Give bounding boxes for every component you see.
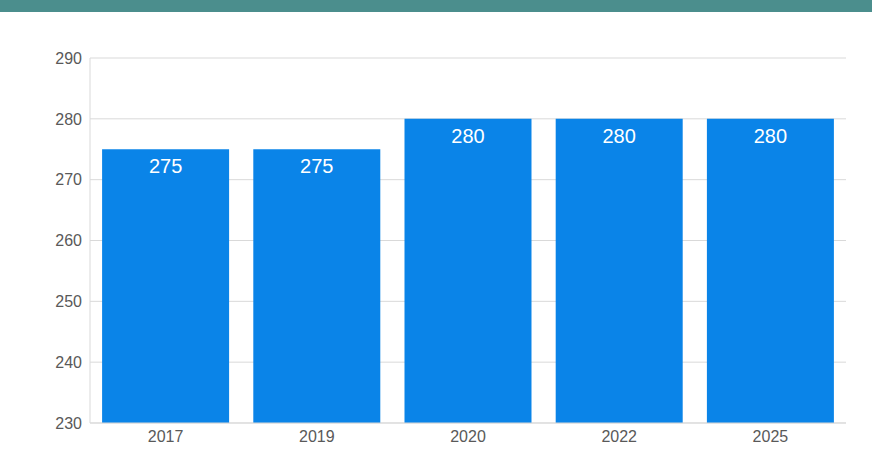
svg-text:270: 270 xyxy=(55,171,82,188)
svg-text:240: 240 xyxy=(55,354,82,371)
svg-text:275: 275 xyxy=(300,155,333,177)
svg-text:2022: 2022 xyxy=(601,428,637,445)
svg-text:2025: 2025 xyxy=(753,428,789,445)
svg-text:2019: 2019 xyxy=(299,428,335,445)
svg-text:250: 250 xyxy=(55,293,82,310)
svg-text:280: 280 xyxy=(603,125,636,147)
svg-text:280: 280 xyxy=(451,125,484,147)
svg-text:2020: 2020 xyxy=(450,428,486,445)
svg-text:230: 230 xyxy=(55,415,82,432)
svg-text:2017: 2017 xyxy=(148,428,184,445)
svg-text:280: 280 xyxy=(754,125,787,147)
svg-text:290: 290 xyxy=(55,50,82,67)
svg-text:260: 260 xyxy=(55,232,82,249)
svg-text:280: 280 xyxy=(55,111,82,128)
svg-text:275: 275 xyxy=(149,155,182,177)
